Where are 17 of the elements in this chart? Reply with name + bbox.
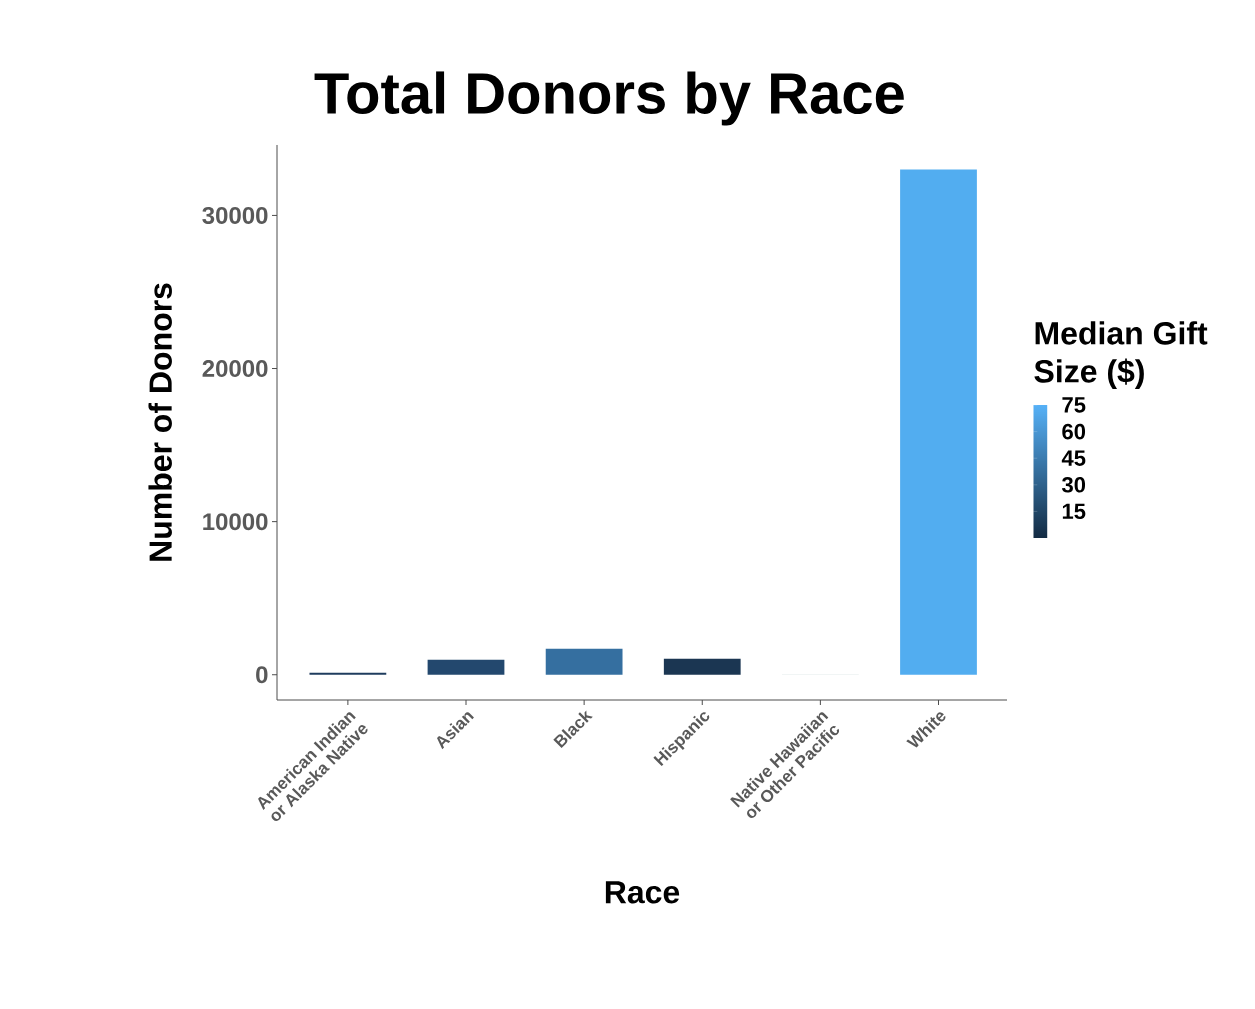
bar: [427, 659, 505, 675]
y-tick-label: 20000: [202, 360, 268, 378]
x-axis-title: Race: [605, 881, 680, 904]
color-bar-label: 30: [1061, 477, 1086, 493]
color-bar-label: 60: [1062, 423, 1086, 440]
bar: [900, 169, 977, 675]
y-tick-label: 30000: [202, 206, 268, 224]
y-axis-title: Number of Donors: [148, 283, 172, 561]
color-bar-title: Median Gift Size ($): [1034, 321, 1208, 389]
chart-title: Total Donors by Race: [314, 71, 904, 126]
color-bar-label: 15: [1062, 503, 1086, 520]
y-tick-label: 10000: [203, 513, 268, 531]
bar: [663, 658, 741, 675]
y-tick-label: 0: [256, 666, 268, 684]
color-bar-label: 75: [1062, 397, 1086, 413]
color-bar-label: 45: [1061, 450, 1086, 466]
bar: [545, 648, 623, 675]
